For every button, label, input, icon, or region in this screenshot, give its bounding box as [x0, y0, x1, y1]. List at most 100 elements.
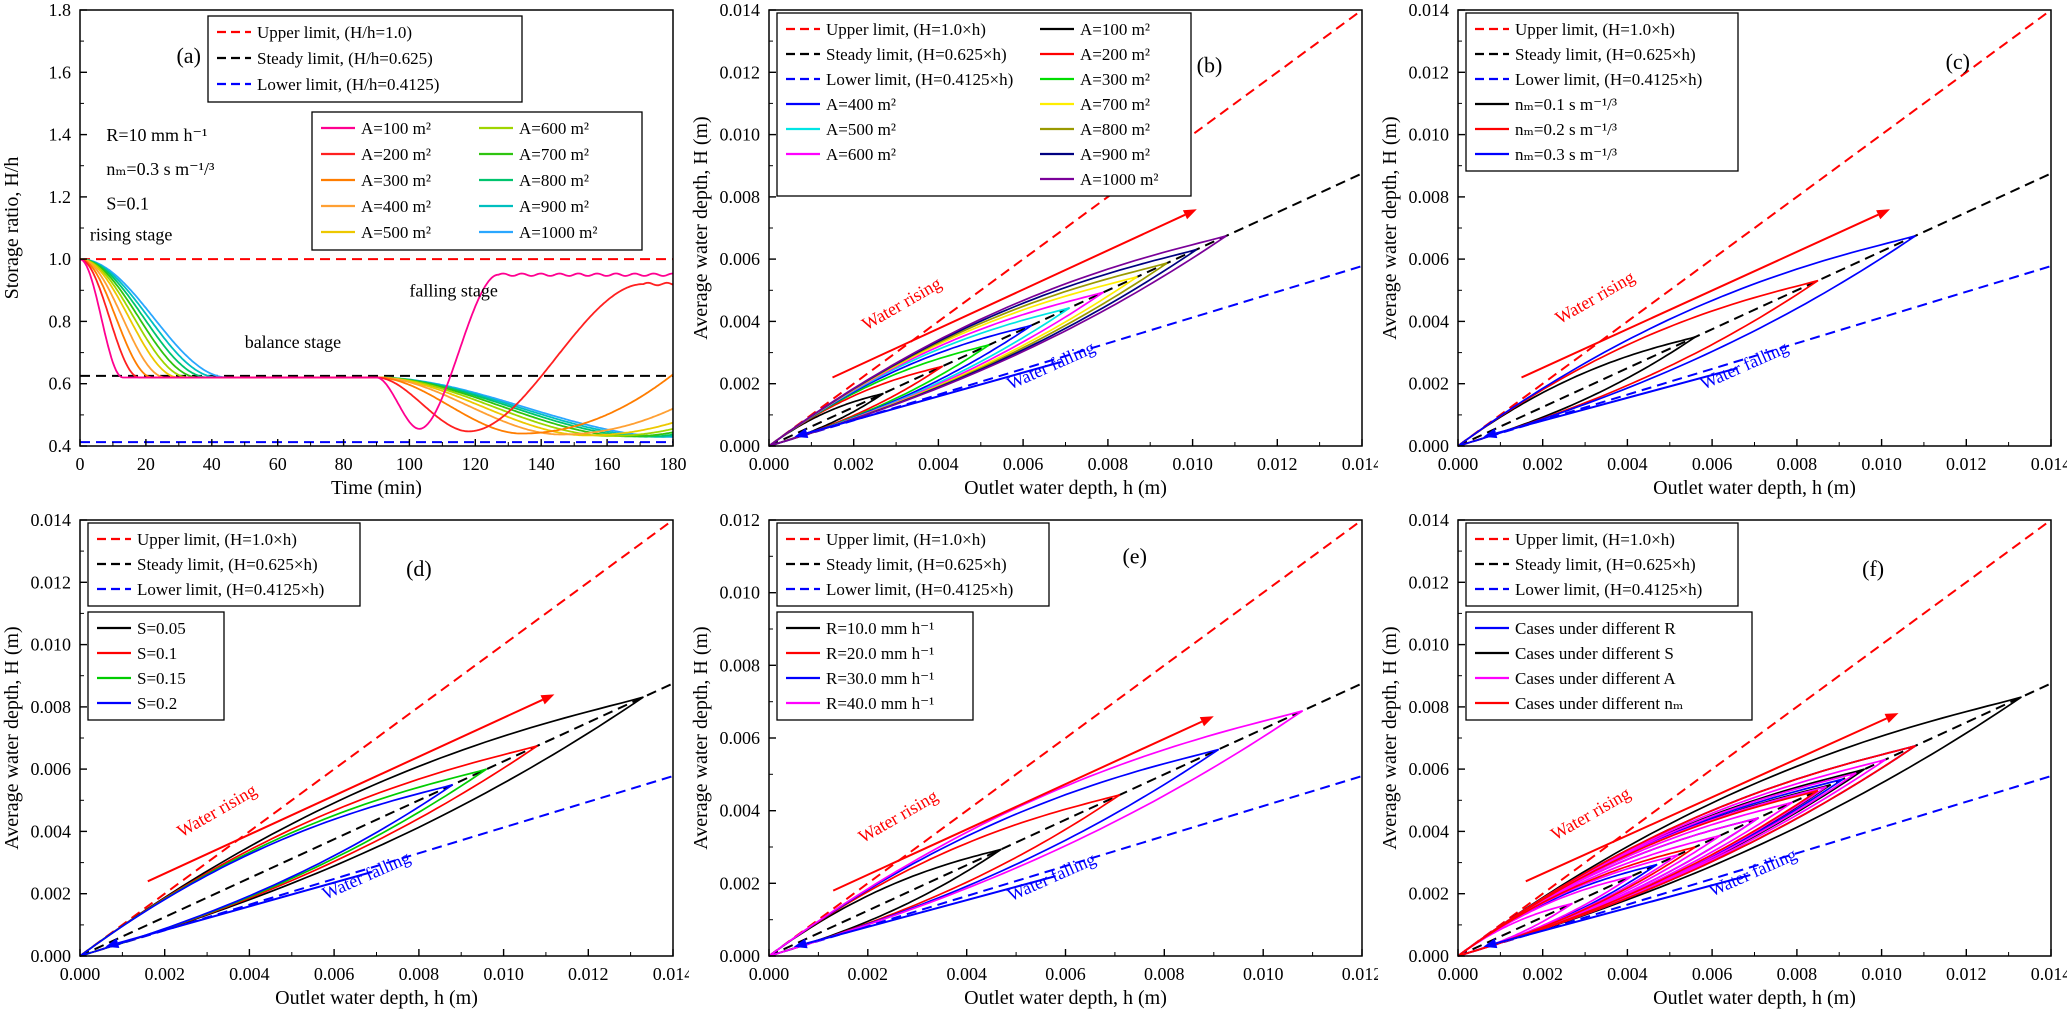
svg-text:0.008: 0.008: [31, 697, 72, 717]
svg-text:0.010: 0.010: [720, 583, 761, 603]
svg-text:0.008: 0.008: [1777, 454, 1818, 474]
svg-text:0.012: 0.012: [1946, 454, 1987, 474]
svg-text:0.002: 0.002: [848, 964, 889, 984]
svg-text:Lower limit, (H=0.4125×h): Lower limit, (H=0.4125×h): [137, 580, 324, 599]
panel-b: Water rising Water falling 0.000 0.002 0.004…: [689, 0, 1378, 510]
svg-text:Lower limit, (H=0.4125×h): Lower limit, (H=0.4125×h): [1515, 580, 1702, 599]
svg-text:(d): (d): [406, 556, 432, 581]
svg-text:A=200 m²: A=200 m²: [1080, 45, 1150, 64]
svg-text:0.002: 0.002: [720, 374, 761, 394]
svg-text:0.006: 0.006: [720, 728, 761, 748]
svg-text:(f): (f): [1862, 556, 1884, 581]
svg-text:0.014: 0.014: [2031, 454, 2067, 474]
svg-text:0.002: 0.002: [144, 964, 185, 984]
svg-text:0.014: 0.014: [2031, 964, 2067, 984]
svg-text:0.008: 0.008: [1409, 697, 1450, 717]
svg-text:Upper limit, (H=1.0×h): Upper limit, (H=1.0×h): [137, 530, 297, 549]
svg-text:0.010: 0.010: [1409, 635, 1450, 655]
svg-text:Steady limit, (H=0.625×h): Steady limit, (H=0.625×h): [1515, 555, 1696, 574]
svg-text:balance stage: balance stage: [245, 332, 341, 352]
svg-text:Storage ratio, H/h: Storage ratio, H/h: [1, 157, 23, 300]
svg-text:A=1000 m²: A=1000 m²: [519, 223, 597, 242]
svg-text:0.014: 0.014: [720, 0, 761, 20]
svg-text:A=800 m²: A=800 m²: [519, 171, 589, 190]
svg-text:Lower limit, (H=0.4125×h): Lower limit, (H=0.4125×h): [1515, 70, 1702, 89]
svg-text:0.002: 0.002: [31, 884, 72, 904]
svg-text:A=600 m²: A=600 m²: [826, 145, 896, 164]
svg-text:0.010: 0.010: [1861, 964, 1902, 984]
svg-text:Cases under different A: Cases under different A: [1515, 669, 1676, 688]
svg-text:0.000: 0.000: [1438, 964, 1479, 984]
svg-text:0.010: 0.010: [720, 125, 761, 145]
svg-text:A=400 m²: A=400 m²: [826, 95, 896, 114]
svg-text:A=500 m²: A=500 m²: [826, 120, 896, 139]
svg-text:0.014: 0.014: [653, 964, 689, 984]
svg-text:Upper limit, (H=1.0×h): Upper limit, (H=1.0×h): [826, 530, 986, 549]
svg-text:A=100 m²: A=100 m²: [361, 119, 431, 138]
svg-text:0.006: 0.006: [1003, 454, 1044, 474]
svg-text:0.4: 0.4: [49, 436, 72, 456]
svg-text:0.006: 0.006: [1692, 454, 1733, 474]
svg-text:0.002: 0.002: [1522, 964, 1563, 984]
svg-text:A=900 m²: A=900 m²: [519, 197, 589, 216]
svg-text:Average water depth, H (m): Average water depth, H (m): [1379, 116, 1401, 339]
svg-text:0.012: 0.012: [720, 510, 761, 530]
svg-text:0.008: 0.008: [720, 655, 761, 675]
svg-text:Steady limit, (H/h=0.625): Steady limit, (H/h=0.625): [257, 49, 433, 68]
svg-text:0.002: 0.002: [1409, 374, 1450, 394]
svg-text:0.010: 0.010: [31, 635, 72, 655]
svg-text:0.008: 0.008: [399, 964, 440, 984]
svg-text:0.004: 0.004: [1409, 311, 1450, 331]
svg-text:0.012: 0.012: [1257, 454, 1298, 474]
svg-text:0.8: 0.8: [49, 311, 72, 331]
svg-text:0.010: 0.010: [1861, 454, 1902, 474]
svg-text:180: 180: [660, 454, 687, 474]
svg-text:Outlet water depth, h (m): Outlet water depth, h (m): [964, 477, 1167, 499]
svg-text:S=0.1: S=0.1: [106, 193, 149, 213]
svg-text:A=500 m²: A=500 m²: [361, 223, 431, 242]
svg-text:A=100 m²: A=100 m²: [1080, 20, 1150, 39]
svg-text:0.012: 0.012: [1409, 572, 1450, 592]
svg-text:nₘ=0.2 s m⁻¹/³: nₘ=0.2 s m⁻¹/³: [1515, 120, 1617, 139]
svg-text:Average water depth, H (m): Average water depth, H (m): [690, 626, 712, 849]
svg-text:0.010: 0.010: [483, 964, 524, 984]
svg-text:(c): (c): [1946, 49, 1970, 74]
svg-text:A=300 m²: A=300 m²: [1080, 70, 1150, 89]
svg-text:Time (min): Time (min): [331, 477, 422, 499]
svg-text:0.000: 0.000: [749, 964, 790, 984]
svg-text:0.008: 0.008: [1409, 187, 1450, 207]
svg-text:A=800 m²: A=800 m²: [1080, 120, 1150, 139]
svg-text:Upper limit, (H=1.0×h): Upper limit, (H=1.0×h): [826, 20, 986, 39]
svg-text:S=0.15: S=0.15: [137, 669, 186, 688]
svg-text:0.000: 0.000: [1438, 454, 1479, 474]
svg-text:A=400 m²: A=400 m²: [361, 197, 431, 216]
svg-text:(a): (a): [176, 43, 200, 68]
svg-text:Upper limit, (H=1.0×h): Upper limit, (H=1.0×h): [1515, 20, 1675, 39]
svg-text:R=20.0 mm h⁻¹: R=20.0 mm h⁻¹: [826, 644, 934, 663]
svg-text:A=200 m²: A=200 m²: [361, 145, 431, 164]
svg-text:Outlet water depth, h (m): Outlet water depth, h (m): [1653, 987, 1856, 1009]
svg-text:0.014: 0.014: [1409, 510, 1450, 530]
svg-text:(b): (b): [1197, 52, 1223, 77]
svg-text:0.012: 0.012: [720, 62, 761, 82]
svg-text:nₘ=0.1 s m⁻¹/³: nₘ=0.1 s m⁻¹/³: [1515, 95, 1617, 114]
svg-text:0.000: 0.000: [749, 454, 790, 474]
svg-text:0.010: 0.010: [1243, 964, 1284, 984]
svg-text:0.012: 0.012: [1342, 964, 1378, 984]
svg-text:0.008: 0.008: [1777, 964, 1818, 984]
svg-text:Upper limit, (H=1.0×h): Upper limit, (H=1.0×h): [1515, 530, 1675, 549]
svg-text:120: 120: [462, 454, 489, 474]
svg-text:0.004: 0.004: [720, 311, 761, 331]
svg-text:Steady limit, (H=0.625×h): Steady limit, (H=0.625×h): [1515, 45, 1696, 64]
svg-text:A=300 m²: A=300 m²: [361, 171, 431, 190]
svg-text:Outlet water depth, h (m): Outlet water depth, h (m): [964, 987, 1167, 1009]
svg-text:nₘ=0.3 s m⁻¹/³: nₘ=0.3 s m⁻¹/³: [1515, 145, 1617, 164]
svg-text:A=1000 m²: A=1000 m²: [1080, 170, 1158, 189]
svg-text:100: 100: [396, 454, 423, 474]
svg-text:0.010: 0.010: [1409, 125, 1450, 145]
svg-text:0.6: 0.6: [49, 374, 72, 394]
svg-text:0.006: 0.006: [1692, 964, 1733, 984]
svg-text:0.000: 0.000: [1409, 436, 1450, 456]
svg-text:0.004: 0.004: [31, 821, 72, 841]
